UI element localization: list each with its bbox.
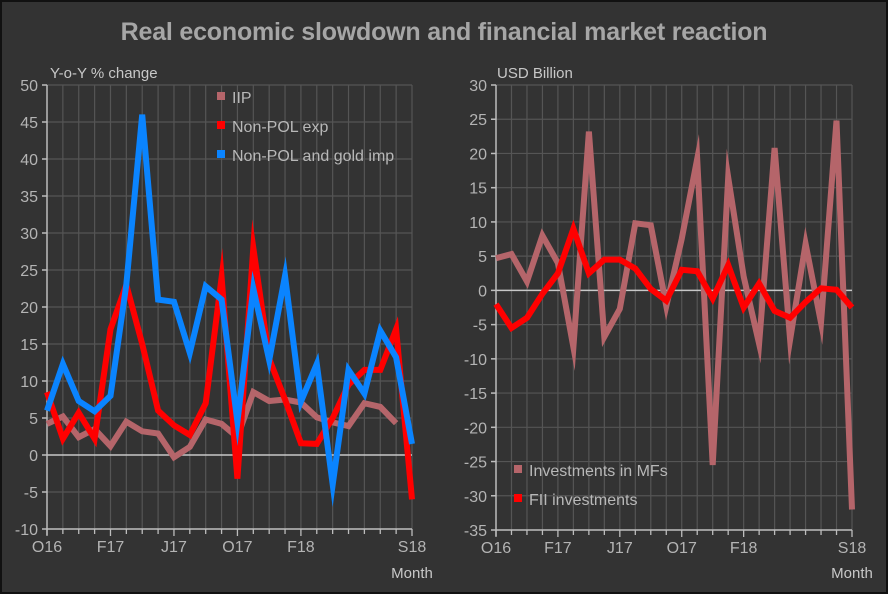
grid [496, 84, 853, 531]
legend-swatch [514, 465, 522, 473]
legend-label: Investments in MFs [529, 463, 668, 480]
x-tick-label: S18 [398, 539, 427, 556]
y-axis-unit-label: USD Billion [497, 65, 573, 82]
series-line [495, 120, 855, 510]
y-tick-label: 10 [469, 215, 487, 232]
series-line [45, 387, 399, 462]
x-tick-label: J17 [161, 539, 187, 556]
y-tick-label: 0 [29, 448, 38, 465]
legend-swatch [217, 121, 225, 129]
series-line [44, 114, 415, 508]
y-tick-label: 0 [478, 283, 487, 300]
y-tick-label: -35 [464, 523, 487, 540]
legend-label: FII investments [529, 492, 637, 509]
y-tick-label: 40 [20, 152, 38, 169]
x-tick-label: F18 [287, 539, 315, 556]
y-tick-label: -25 [464, 455, 487, 472]
x-tick-label: O17 [667, 540, 697, 557]
y-tick-label: 5 [29, 411, 38, 428]
series-iip [45, 387, 399, 462]
y-tick-label: 20 [20, 300, 38, 317]
y-tick-label: 15 [469, 181, 487, 198]
y-tick-label: -5 [473, 318, 487, 335]
legend-label: IIP [232, 90, 252, 107]
x-tick-label: J17 [607, 540, 633, 557]
y-tick-label: 30 [469, 78, 487, 95]
x-tick-label: O17 [222, 539, 252, 556]
series-fii-investments [493, 219, 855, 333]
y-tick-label: 5 [478, 249, 487, 266]
y-tick-label: 50 [20, 78, 38, 95]
legend-swatch [217, 92, 225, 100]
series-non-pol-and-gold-imp [44, 114, 415, 508]
x-tick-label: F17 [544, 540, 572, 557]
y-tick-label: 25 [469, 112, 487, 129]
legend-swatch [514, 494, 522, 502]
y-tick-label: -30 [464, 489, 487, 506]
legend-label: Non-POL exp [232, 119, 328, 136]
chart-title: Real economic slowdown and financial mar… [120, 18, 768, 46]
y-tick-label: 15 [20, 337, 38, 354]
legend-label: Non-POL and gold imp [232, 148, 394, 165]
y-tick-label: -20 [464, 420, 487, 437]
y-tick-label: 25 [20, 263, 38, 280]
y-tick-label: 35 [20, 189, 38, 206]
x-tick-label: F18 [730, 540, 758, 557]
grid [47, 84, 413, 530]
y-tick-label: -5 [24, 485, 38, 502]
x-axis-label: Month [391, 565, 433, 582]
y-tick-label: -10 [464, 352, 487, 369]
y-tick-label: -10 [15, 522, 38, 539]
x-tick-label: O16 [32, 539, 62, 556]
x-tick-label: O16 [481, 540, 511, 557]
legend: IIP Non-POL exp Non-POL and gold imp [217, 90, 394, 165]
y-tick-label: 45 [20, 115, 38, 132]
x-tick-label: S18 [838, 540, 867, 557]
legend-swatch [217, 150, 225, 158]
x-tick-label: F17 [97, 539, 125, 556]
y-tick-label: -15 [464, 386, 487, 403]
y-tick-label: 10 [20, 374, 38, 391]
y-tick-label: 20 [469, 146, 487, 163]
series-investments-in-mfs [495, 120, 855, 510]
series-line [493, 219, 855, 333]
y-axis-unit-label: Y-o-Y % change [50, 65, 158, 82]
x-axis-label: Month [831, 565, 873, 582]
legend: Investments in MFs FII investments [514, 463, 668, 509]
y-tick-label: 30 [20, 226, 38, 243]
